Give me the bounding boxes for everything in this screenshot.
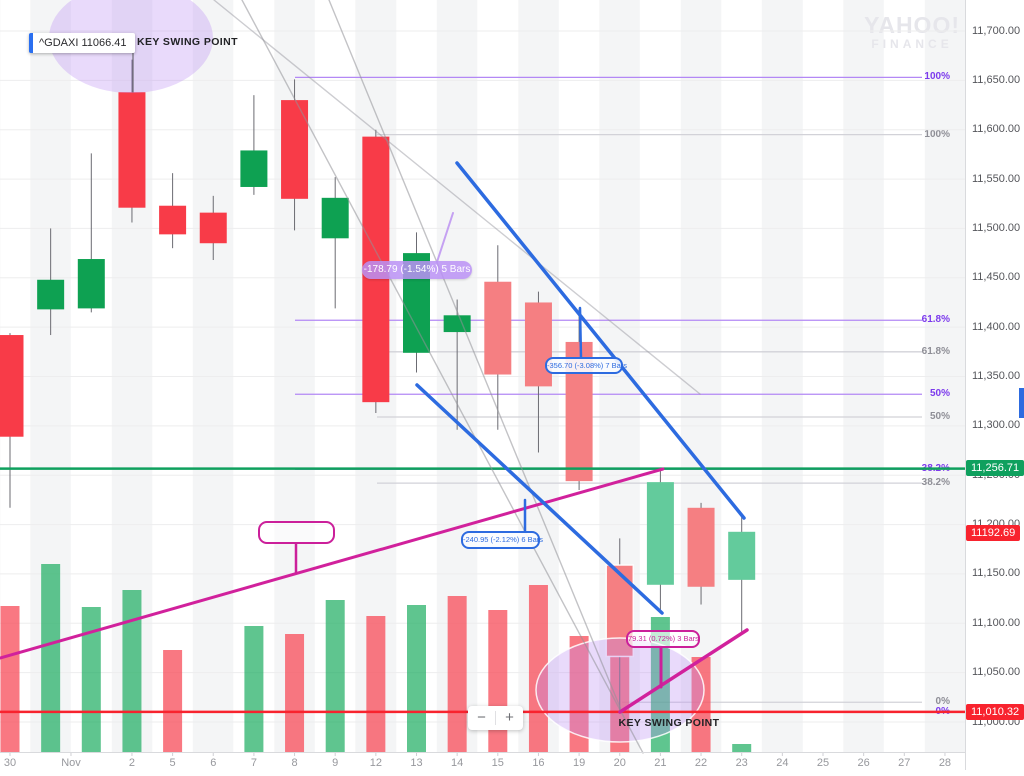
measure-pill-purple[interactable]: -178.79 (-1.54%) 5 Bars	[362, 261, 472, 279]
date-axis-label: 12	[369, 757, 382, 769]
price-axis-label: 11,650.00	[972, 73, 1021, 86]
price-axis-label: 11,600.00	[972, 123, 1021, 136]
price-axis-label: 11,450.00	[972, 271, 1021, 284]
date-axis-label: 15	[491, 757, 504, 769]
date-axis-label: 8	[291, 757, 298, 769]
fib-level-label-gray: 61.8%	[921, 345, 950, 357]
zoom-controls: − +	[468, 706, 523, 730]
fib-level-label-purple: 61.8%	[921, 314, 950, 326]
date-axis-label: 5	[169, 757, 176, 769]
zoom-in-button[interactable]: +	[505, 709, 514, 726]
chart-plot-area[interactable]	[0, 0, 965, 752]
fib-level-label-purple: 100%	[924, 71, 950, 83]
price-axis-label: 11,550.00	[972, 172, 1021, 185]
date-axis-label: 30	[3, 757, 17, 769]
price-axis-line	[965, 0, 966, 770]
fib-level-label-gray: 50%	[929, 410, 950, 422]
price-axis-label: 11,700.00	[972, 24, 1021, 37]
yahoo-finance-logo: YAHOO! FINANCE	[864, 12, 960, 51]
price-badge-red-low: 11,010.32	[966, 704, 1024, 720]
date-axis-label: 6	[210, 757, 217, 769]
price-axis-label: 11,150.00	[972, 567, 1021, 580]
fib-level-label-gray: 38.2%	[921, 477, 950, 489]
finance-logo-text: FINANCE	[871, 37, 953, 51]
price-badge-red-mid: 11192.69	[966, 525, 1021, 541]
measure-box-magenta[interactable]: 79.31 (0.72%) 3 Bars	[626, 630, 700, 648]
date-axis-line	[0, 752, 965, 753]
price-axis-label: 11,100.00	[972, 616, 1021, 629]
price-axis-label: 11,400.00	[972, 320, 1021, 333]
price-axis-label: 11,300.00	[972, 419, 1021, 432]
date-axis-label: 2	[128, 757, 135, 769]
fib-level-label-gray: 100%	[924, 128, 950, 140]
date-axis-label: 22	[694, 757, 708, 769]
date-axis-label: 7	[250, 757, 257, 769]
fib-level-label-purple: 50%	[929, 388, 950, 400]
yahoo-logo-text: YAHOO!	[864, 12, 960, 38]
price-axis-label: 11,350.00	[972, 370, 1021, 382]
measure-box-blue-1[interactable]: -356.70 (-3.08%) 7 Bars	[545, 357, 627, 374]
fib-level-label-purple: 0%	[935, 705, 950, 717]
date-axis-label: 24	[776, 757, 789, 769]
date-axis-label: Nov	[61, 757, 81, 769]
symbol-quote-badge[interactable]: ^GDAXI 11066.41	[29, 33, 135, 53]
date-axis-label: 9	[332, 757, 339, 769]
date-axis-label: 19	[572, 757, 586, 769]
fib-level-label-purple: 38.2%	[921, 463, 950, 475]
key-swing-point-bottom-label[interactable]: KEY SWING POINT	[618, 717, 720, 729]
price-axis-label: 11,500.00	[972, 221, 1021, 234]
date-axis-label: 25	[816, 757, 830, 769]
date-axis-label: 14	[451, 757, 464, 769]
key-swing-point-top-label[interactable]: KEY SWING POINT	[137, 36, 238, 48]
date-axis-label: 27	[898, 757, 911, 769]
date-axis-label: 21	[654, 757, 667, 769]
date-axis-label: 23	[735, 757, 748, 769]
date-axis-label: 20	[613, 757, 626, 769]
fib-level-label-gray: 0%	[935, 696, 950, 708]
price-badge-green: 11,256.71	[966, 460, 1024, 476]
date-axis-label: 26	[857, 757, 870, 769]
zoom-out-button[interactable]: −	[477, 709, 486, 726]
date-axis-label: 16	[532, 757, 545, 769]
date-axis-label: 28	[938, 757, 952, 769]
price-axis-label: 11,050.00	[972, 666, 1021, 679]
scrollbar-thumb[interactable]	[1019, 388, 1024, 418]
trendline-flag[interactable]	[258, 521, 335, 544]
date-axis-label: 13	[410, 757, 423, 769]
measure-box-blue-2[interactable]: -240.95 (-2.12%) 6 Bars	[461, 531, 543, 549]
